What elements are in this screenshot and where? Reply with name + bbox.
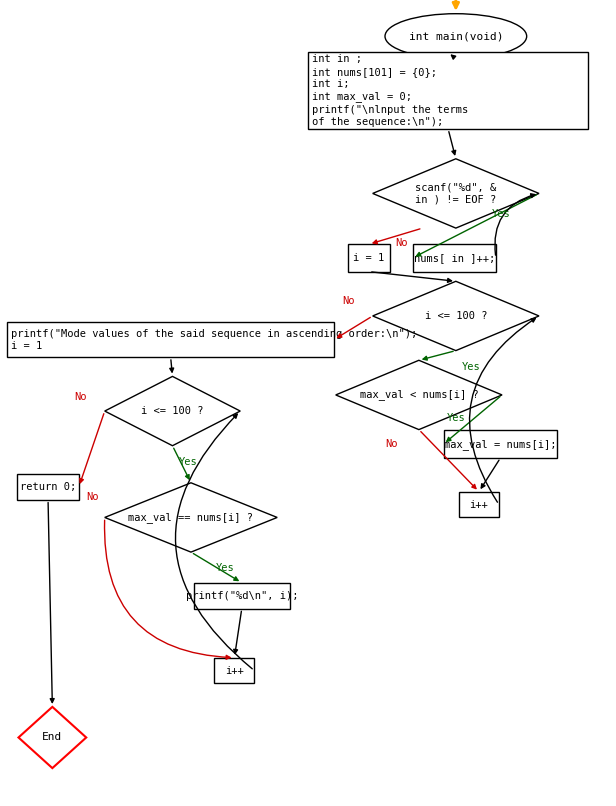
Text: i <= 100 ?: i <= 100 ?	[141, 406, 204, 416]
FancyBboxPatch shape	[459, 492, 499, 517]
Text: i = 1: i = 1	[354, 253, 384, 263]
Text: i++: i++	[225, 666, 244, 675]
Text: No: No	[342, 297, 354, 306]
Polygon shape	[105, 376, 240, 446]
Text: i++: i++	[469, 500, 488, 509]
Text: return 0;: return 0;	[20, 482, 76, 492]
Polygon shape	[105, 483, 277, 552]
Text: Yes: Yes	[447, 413, 466, 422]
FancyBboxPatch shape	[348, 244, 390, 272]
Text: int main(void): int main(void)	[408, 31, 503, 41]
Text: No: No	[395, 238, 408, 247]
FancyBboxPatch shape	[308, 52, 588, 129]
Polygon shape	[373, 281, 539, 351]
Text: int in ;
int nums[101] = {0};
int i;
int max_val = 0;
printf("\nlnput the terms
: int in ; int nums[101] = {0}; int i; int…	[312, 54, 468, 127]
Polygon shape	[373, 159, 539, 228]
FancyBboxPatch shape	[17, 474, 79, 500]
FancyBboxPatch shape	[413, 244, 496, 272]
FancyBboxPatch shape	[7, 322, 334, 357]
Text: nums[ in ]++;: nums[ in ]++;	[414, 253, 495, 263]
Text: Yes: Yes	[462, 362, 480, 372]
Text: Yes: Yes	[216, 563, 234, 573]
Text: Yes: Yes	[492, 209, 511, 218]
Text: scanf("%d", &
in ) != EOF ?: scanf("%d", & in ) != EOF ?	[415, 183, 496, 204]
FancyBboxPatch shape	[444, 430, 557, 458]
Text: max_val = nums[i];: max_val = nums[i];	[444, 438, 557, 450]
FancyBboxPatch shape	[214, 658, 254, 683]
Polygon shape	[18, 707, 86, 768]
Text: max_val == nums[i] ?: max_val == nums[i] ?	[129, 512, 253, 523]
Text: i <= 100 ?: i <= 100 ?	[424, 311, 487, 321]
Ellipse shape	[385, 14, 527, 59]
Text: printf("%d\n", i);: printf("%d\n", i);	[185, 591, 298, 600]
Text: Yes: Yes	[179, 457, 197, 467]
Polygon shape	[336, 360, 502, 430]
Text: No: No	[86, 492, 99, 502]
Text: No: No	[74, 392, 86, 401]
FancyBboxPatch shape	[194, 583, 290, 609]
Text: End: End	[43, 733, 62, 742]
Text: No: No	[385, 439, 397, 449]
Text: printf("Mode values of the said sequence in ascending order:\n");
i = 1: printf("Mode values of the said sequence…	[11, 329, 417, 351]
Text: max_val < nums[i] ?: max_val < nums[i] ?	[360, 389, 478, 401]
